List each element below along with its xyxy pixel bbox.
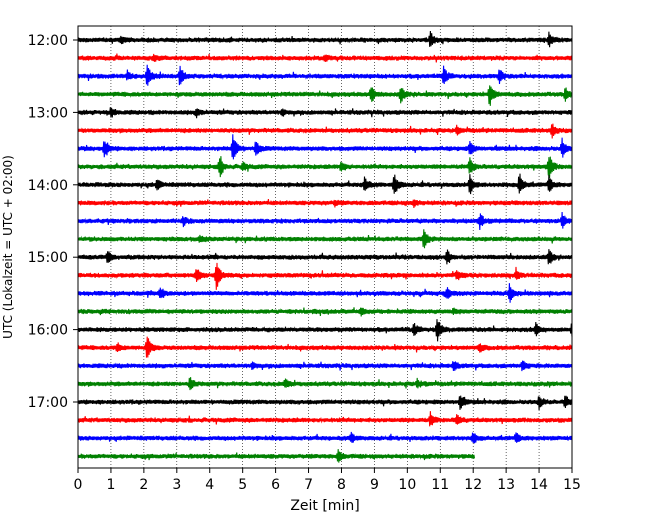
trace-1345 <box>77 156 573 179</box>
y-tick-label: 12:00 <box>28 33 68 49</box>
x-axis-label: Zeit [min] <box>290 498 359 514</box>
x-tick-label: 13 <box>497 477 515 493</box>
trace-1200 <box>77 30 573 48</box>
x-tick-label: 3 <box>172 477 181 493</box>
trace-1730 <box>77 431 573 444</box>
trace-1715 <box>77 411 573 427</box>
x-tick-label: 15 <box>563 477 581 493</box>
x-axis-ticks: 0 1 2 3 4 5 6 7 8 9 10 11 12 13 14 15 <box>74 468 581 493</box>
trace-1630 <box>77 360 573 372</box>
y-tick-label: 14:00 <box>28 178 68 194</box>
plot-frame <box>77 25 573 469</box>
x-tick-label: 11 <box>431 477 449 493</box>
y-tick-label: 16:00 <box>28 323 68 339</box>
trace-1445 <box>77 229 573 249</box>
trace-1215 <box>77 53 573 63</box>
y-axis-label: UTC (Lokalzeit = UTC + 02:00) <box>1 155 15 339</box>
trace-1530 <box>77 283 573 303</box>
trace-1245 <box>77 85 573 106</box>
trace-1600 <box>77 319 573 342</box>
y-axis-ticks: 12:00 13:00 14:00 15:00 16:00 17:00 <box>28 33 78 411</box>
y-tick-label: 13:00 <box>28 105 68 121</box>
x-tick-label: 5 <box>238 477 247 493</box>
trace-1700 <box>77 395 573 411</box>
x-tick-label: 8 <box>337 477 346 493</box>
trace-1500 <box>77 249 573 265</box>
x-tick-label: 4 <box>205 477 214 493</box>
trace-1330 <box>77 134 573 160</box>
x-tick-label: 14 <box>530 477 548 493</box>
x-tick-label: 9 <box>370 477 379 493</box>
x-tick-label: 7 <box>304 477 313 493</box>
trace-1745 <box>77 449 476 463</box>
trace-1430 <box>77 211 573 231</box>
seismogram-traces <box>77 30 573 463</box>
y-tick-label: 17:00 <box>28 395 68 411</box>
x-tick-label: 10 <box>398 477 416 493</box>
trace-1615 <box>77 336 573 358</box>
trace-1230 <box>77 64 573 86</box>
x-tick-label: 12 <box>464 477 482 493</box>
trace-1400 <box>77 173 573 195</box>
trace-1545 <box>77 307 573 317</box>
y-tick-label: 15:00 <box>28 250 68 266</box>
x-tick-label: 0 <box>74 477 83 493</box>
trace-1300 <box>77 107 573 119</box>
x-tick-label: 2 <box>139 477 148 493</box>
x-tick-label: 1 <box>106 477 115 493</box>
trace-1315 <box>77 123 573 139</box>
x-tick-label: 6 <box>271 477 280 493</box>
trace-1515 <box>77 262 573 290</box>
trace-1645 <box>77 377 573 391</box>
trace-1415 <box>77 199 573 209</box>
